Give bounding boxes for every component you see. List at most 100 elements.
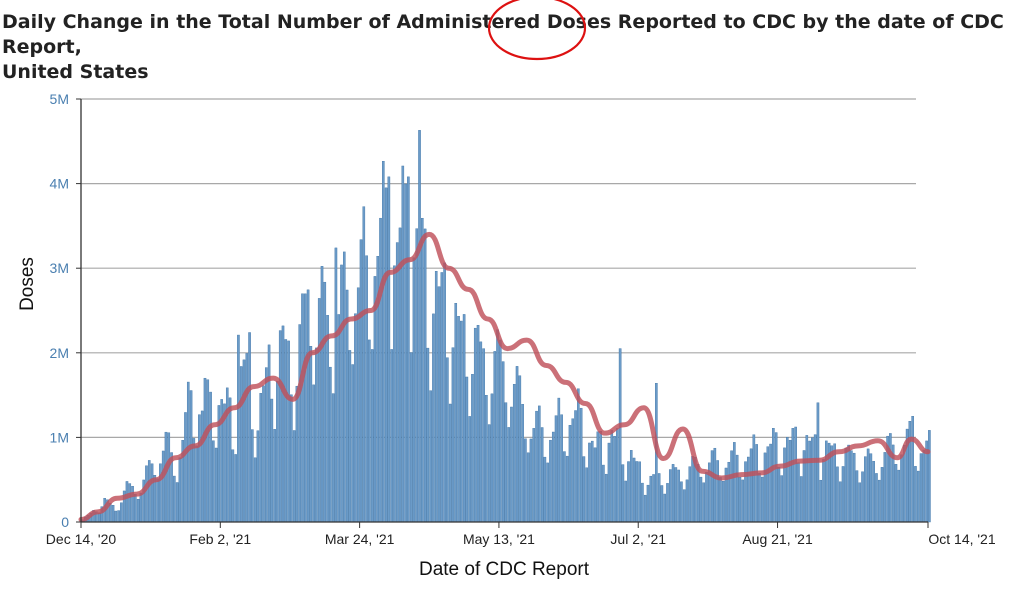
bar bbox=[763, 452, 767, 523]
bar bbox=[680, 481, 683, 523]
bar bbox=[766, 446, 770, 523]
bar bbox=[251, 429, 254, 523]
bar bbox=[278, 330, 282, 523]
bar bbox=[811, 437, 814, 523]
bar bbox=[719, 477, 722, 523]
bar bbox=[777, 467, 781, 523]
bar bbox=[189, 390, 193, 523]
bar bbox=[315, 347, 318, 523]
bar bbox=[164, 431, 168, 523]
bar bbox=[476, 324, 480, 523]
bar bbox=[713, 447, 717, 523]
bar bbox=[563, 451, 566, 523]
bar bbox=[546, 462, 549, 523]
bar bbox=[390, 349, 393, 523]
bar bbox=[301, 293, 304, 523]
bar bbox=[883, 452, 887, 523]
bar bbox=[479, 341, 483, 523]
bar bbox=[596, 431, 600, 523]
bar bbox=[900, 454, 903, 523]
bar bbox=[317, 298, 321, 523]
bar bbox=[485, 395, 488, 523]
bar bbox=[490, 393, 494, 523]
bar bbox=[259, 393, 263, 523]
bar bbox=[434, 271, 438, 523]
bar bbox=[393, 265, 396, 523]
bar bbox=[808, 440, 811, 523]
bar bbox=[292, 430, 296, 523]
bar bbox=[348, 350, 352, 523]
bar bbox=[529, 438, 533, 523]
bar bbox=[604, 473, 608, 523]
bar bbox=[916, 470, 920, 523]
bar bbox=[797, 462, 800, 523]
bar bbox=[602, 464, 605, 523]
y-axis-title: Doses bbox=[17, 257, 38, 311]
bar bbox=[457, 316, 460, 523]
bar bbox=[632, 457, 636, 523]
bar bbox=[557, 397, 561, 523]
bar bbox=[666, 483, 669, 523]
bar bbox=[454, 303, 458, 523]
bar bbox=[284, 339, 288, 523]
bar bbox=[147, 460, 151, 523]
bar bbox=[423, 228, 427, 523]
bar bbox=[214, 447, 218, 523]
bar bbox=[590, 440, 594, 523]
bar bbox=[401, 165, 405, 523]
bar bbox=[880, 467, 884, 523]
bar bbox=[362, 206, 366, 523]
bar bbox=[671, 464, 675, 523]
bar bbox=[922, 449, 926, 523]
bar bbox=[448, 403, 452, 523]
x-tick-label: May 13, '21 bbox=[463, 531, 535, 547]
bar bbox=[184, 412, 187, 523]
bar bbox=[192, 438, 196, 523]
bar bbox=[462, 314, 466, 523]
bar bbox=[727, 461, 731, 523]
bar bbox=[136, 499, 140, 523]
bar bbox=[356, 287, 360, 523]
bar bbox=[805, 435, 809, 523]
moving-average-line bbox=[78, 231, 931, 522]
bar bbox=[549, 439, 552, 523]
bar bbox=[460, 320, 463, 523]
bar bbox=[421, 217, 424, 523]
chart-title-line-2: United States bbox=[2, 61, 149, 83]
bar bbox=[551, 431, 555, 523]
bar bbox=[253, 457, 257, 523]
bar bbox=[242, 359, 246, 523]
bar bbox=[128, 483, 132, 523]
bar bbox=[705, 472, 708, 523]
bar bbox=[919, 453, 923, 523]
bar bbox=[780, 475, 784, 523]
bar bbox=[565, 455, 569, 523]
bar bbox=[716, 460, 719, 523]
bar bbox=[682, 489, 686, 523]
bar bbox=[326, 315, 329, 523]
y-tick-label: 2M bbox=[50, 345, 69, 361]
bar bbox=[379, 217, 382, 523]
bar bbox=[822, 459, 825, 523]
bar bbox=[897, 469, 901, 523]
bar bbox=[721, 481, 725, 523]
bar bbox=[579, 407, 583, 523]
bar bbox=[412, 257, 416, 523]
bar bbox=[738, 476, 742, 523]
bar bbox=[641, 482, 644, 523]
bar bbox=[799, 476, 803, 523]
bar bbox=[668, 469, 672, 523]
x-axis-ticks: Dec 14, '20 Feb 2, '21 Mar 24, '21 May 13, … bbox=[46, 522, 996, 547]
bar bbox=[432, 313, 435, 523]
bar bbox=[345, 289, 349, 523]
bar bbox=[526, 452, 530, 523]
bar bbox=[772, 428, 775, 523]
x-tick-label: Dec 14, '20 bbox=[46, 531, 117, 547]
bar bbox=[351, 364, 354, 523]
bar bbox=[903, 444, 906, 523]
bar bbox=[819, 479, 823, 523]
bar bbox=[167, 432, 171, 523]
bar bbox=[788, 440, 792, 523]
bar bbox=[532, 428, 536, 523]
